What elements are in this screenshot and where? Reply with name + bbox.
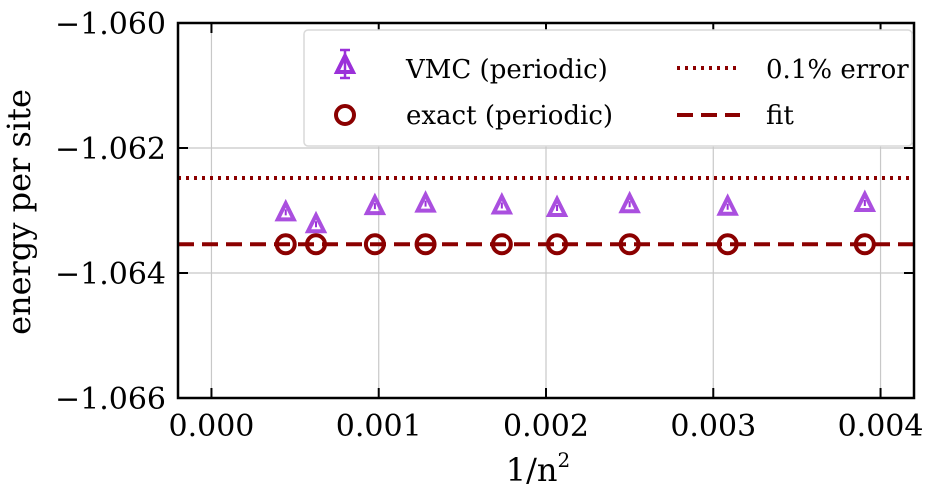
legend-label-error: 0.1% error	[766, 55, 909, 85]
vmc-point	[274, 198, 297, 222]
vmc-point	[716, 193, 739, 216]
legend-box	[303, 29, 913, 147]
x-tick-label: 0.001	[336, 409, 422, 444]
exact-point	[274, 233, 297, 256]
legend-marker-vmc	[333, 48, 357, 80]
x-axis-title: 1/n2	[506, 448, 570, 489]
vmc-marker	[716, 193, 739, 216]
x-tick-label: 0.004	[838, 409, 924, 444]
x-axis-title-exponent: 2	[558, 448, 571, 472]
legend-label-vmc: VMC (periodic)	[405, 55, 608, 85]
vmc-point	[853, 189, 877, 212]
tick-labels: 0.000 0.001 0.002 0.003 0.004 −1.060 −1.062 −1.…	[55, 7, 924, 444]
vmc-point	[545, 194, 569, 217]
vmc-marker	[490, 192, 514, 215]
x-tick-label: 0.002	[503, 409, 589, 444]
exact-point	[490, 233, 513, 256]
vmc-point	[304, 210, 328, 234]
legend-label-exact: exact (periodic)	[406, 101, 613, 131]
y-tick-label: −1.064	[55, 257, 166, 292]
x-tick-label: 0.003	[670, 409, 756, 444]
exact-point	[618, 233, 641, 256]
y-tick-label: −1.060	[55, 7, 166, 42]
vmc-point	[618, 190, 641, 214]
vmc-marker	[363, 192, 387, 216]
exact-point	[853, 233, 876, 256]
vmc-marker	[618, 190, 641, 214]
exact-point	[546, 233, 569, 256]
reference-lines	[178, 176, 914, 247]
x-tick-label: 0.000	[169, 409, 255, 444]
vmc-marker	[274, 198, 297, 222]
vmc-point	[363, 192, 387, 216]
vmc-marker	[853, 189, 877, 212]
vmc-point	[414, 190, 437, 213]
exact-point	[414, 233, 437, 256]
x-axis-title-base: 1/n	[506, 451, 558, 489]
vmc-marker	[545, 194, 569, 217]
exact-point	[716, 233, 739, 256]
data-markers	[274, 189, 877, 256]
exact-point	[363, 233, 386, 256]
legend: VMC (periodic) exact (periodic) 0.1% err…	[303, 29, 913, 147]
legend-marker-exact	[334, 104, 356, 126]
y-tick-label: −1.066	[55, 382, 166, 417]
exact-point	[305, 233, 327, 256]
vmc-marker	[304, 210, 328, 234]
legend-label-fit: fit	[766, 101, 794, 131]
y-axis-title: energy per site	[0, 89, 38, 335]
vmc-point	[490, 192, 514, 215]
y-tick-label: −1.062	[55, 132, 166, 167]
vmc-marker	[414, 190, 437, 213]
